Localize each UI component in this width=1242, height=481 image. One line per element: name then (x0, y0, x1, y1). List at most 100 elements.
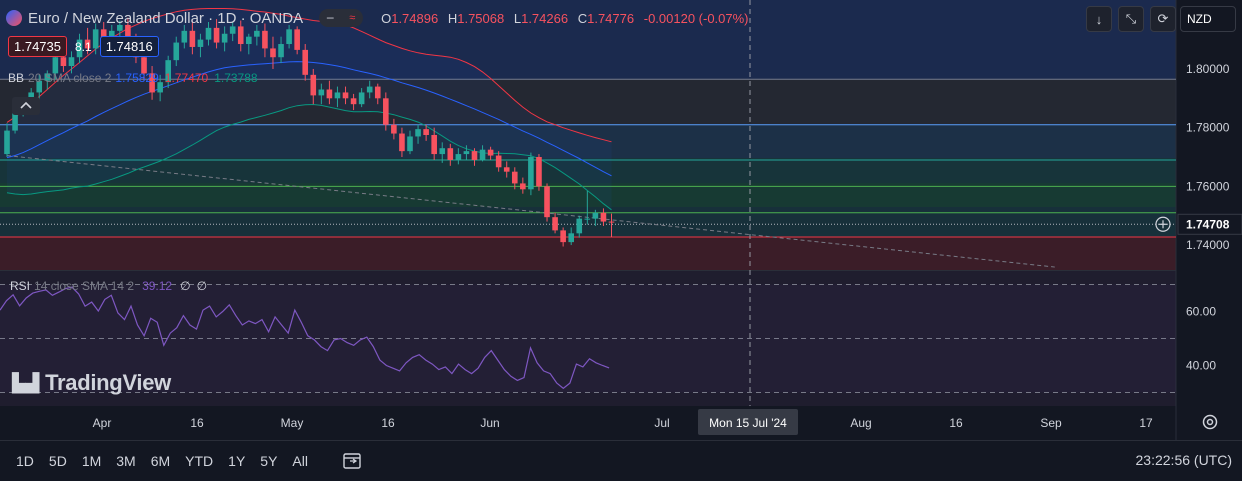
bb-lower-value: 1.73788 (214, 71, 258, 85)
candle-body (60, 57, 67, 67)
candle (286, 24, 292, 49)
candle (157, 74, 163, 102)
timeframe-5y-button[interactable]: 5Y (260, 453, 278, 469)
timeframe-1m-button[interactable]: 1M (81, 453, 102, 469)
candle-body (407, 136, 413, 152)
candle (278, 36, 284, 64)
bb-fill (7, 8, 612, 210)
candle (520, 177, 526, 194)
currency-select[interactable]: NZD (1180, 6, 1236, 32)
candle (92, 23, 99, 55)
candle-body (560, 230, 566, 243)
candle-body (431, 135, 437, 155)
candle (326, 80, 333, 105)
bb-legend[interactable]: BB 20 SMA close 2 1.75829 1.77470 1.7378… (8, 71, 258, 85)
timeframe-ytd-button[interactable]: YTD (185, 453, 214, 469)
candle-body (568, 233, 574, 243)
price-tick-label: 1.78000 (1186, 121, 1230, 135)
tradingview-logo-icon: ▙▟ (12, 372, 40, 393)
timeframe-3m-button[interactable]: 3M (116, 453, 136, 469)
candle (189, 20, 196, 55)
candle (342, 86, 349, 105)
candle-body (350, 98, 357, 105)
timeframe-1d-button[interactable]: 1D (16, 453, 34, 469)
buy-price-button[interactable]: 1.74816 (99, 36, 159, 57)
candle-body (149, 73, 155, 93)
price-tick-label: 1.74000 (1186, 238, 1230, 252)
collapse-legend-button[interactable] (12, 97, 40, 115)
candle (374, 83, 381, 105)
compare-icon[interactable] (342, 452, 364, 470)
candle-body (334, 92, 341, 99)
candle (600, 208, 607, 226)
candle-body (294, 29, 300, 50)
candle-body (76, 39, 83, 58)
bb-lower-line (6, 103, 612, 211)
trendline[interactable] (6, 155, 1055, 268)
candle-body (84, 39, 91, 49)
candle-body (463, 151, 470, 155)
candle-body (455, 154, 462, 160)
bb-name: BB (8, 71, 25, 85)
watermark-text: TradingView (45, 370, 171, 395)
candle-body (52, 57, 59, 74)
bb-params: 20 SMA close 2 (28, 71, 112, 85)
candle-body (254, 30, 260, 37)
symbol-title[interactable]: Euro / New Zealand Dollar · 1D · OANDA (28, 9, 304, 27)
candle (383, 92, 389, 131)
horizontal-levels (0, 78, 1176, 238)
candle-body (479, 149, 486, 160)
sell-price-button[interactable]: 1.74735 (8, 36, 67, 57)
candle-body (189, 30, 196, 47)
timeframe-all-button[interactable]: All (292, 453, 308, 469)
candle-body (503, 167, 510, 172)
utc-clock[interactable]: 23:22:56 (UTC) (1135, 452, 1232, 468)
candle-body (366, 86, 373, 93)
candle-body (270, 48, 276, 58)
time-tick-label: Jun (480, 416, 499, 430)
timeframe-5d-button[interactable]: 5D (48, 453, 67, 469)
fullscreen-icon[interactable]: ⟳ (1150, 6, 1176, 32)
candle (407, 130, 413, 155)
rsi-band (0, 284, 1176, 393)
spread-value: 8.1 (75, 39, 92, 54)
candle (270, 36, 276, 69)
candle-body (92, 29, 99, 49)
rsi-tick-label: 40.00 (1186, 359, 1216, 373)
gear-icon[interactable] (1200, 412, 1220, 432)
time-tick-label: May (281, 416, 304, 430)
candle (44, 70, 51, 90)
candle (229, 22, 236, 42)
arrow-down-icon[interactable]: ↓ (1086, 6, 1112, 32)
candle-body (342, 92, 349, 99)
candle (302, 44, 309, 81)
candle-body (12, 112, 18, 131)
candle (568, 227, 574, 246)
candle-body (536, 157, 542, 187)
timeframe-1y-button[interactable]: 1Y (228, 453, 246, 469)
bid-ask-row: 1.74735 8.1 1.74816 (8, 36, 159, 57)
candle-body (471, 151, 478, 160)
candle (149, 66, 155, 100)
visibility-toggle[interactable]: ━ ≈ (319, 9, 364, 27)
candle (68, 51, 75, 74)
candle-body (173, 42, 180, 61)
rsi-name: RSI (10, 279, 31, 293)
currency-flags-icon (6, 10, 22, 26)
candle-body (520, 183, 526, 190)
candle-body (358, 92, 365, 105)
candle (447, 143, 454, 166)
candle-body (447, 148, 454, 160)
candle-body (528, 157, 534, 190)
candle-body (302, 49, 309, 75)
timeframe-6m-button[interactable]: 6M (150, 453, 171, 469)
rsi-legend[interactable]: RSI 14 close SMA 14 2 39.12 ∅ ∅ (10, 279, 207, 293)
time-tick-label: 16 (949, 416, 963, 430)
candle-body (592, 212, 599, 219)
time-tick-label: Apr (93, 416, 112, 430)
candle-body (278, 44, 284, 58)
candle-body (584, 218, 591, 220)
collapse-icon[interactable]: ⤡ (1118, 6, 1144, 32)
candle (544, 183, 550, 222)
